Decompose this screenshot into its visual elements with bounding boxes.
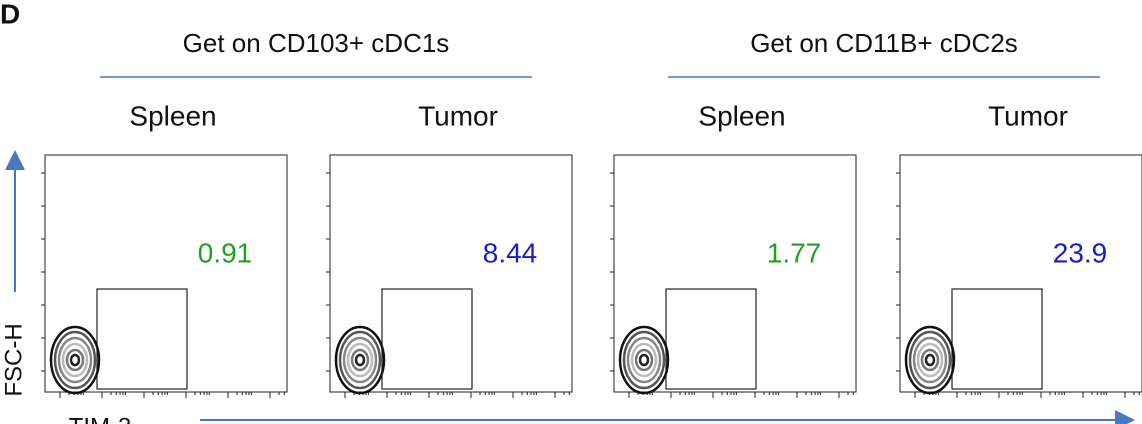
contour xyxy=(334,325,386,395)
tissue-label: Tumor xyxy=(418,100,498,131)
contour xyxy=(924,353,936,367)
contour xyxy=(338,330,382,390)
contour xyxy=(61,342,89,378)
contour xyxy=(69,353,81,367)
contour xyxy=(49,325,101,395)
contour xyxy=(626,336,662,384)
gate xyxy=(96,288,188,390)
contour xyxy=(342,336,378,384)
contour xyxy=(350,348,370,372)
plot-frame xyxy=(899,154,1142,393)
gate-percentage: 0.91 xyxy=(198,237,253,268)
y-axis-label: FSC-H xyxy=(0,323,27,396)
gate xyxy=(381,288,473,390)
tissue-label: Spleen xyxy=(698,100,785,131)
gate-percentage: 8.44 xyxy=(483,237,538,268)
plot-frame xyxy=(613,154,857,393)
contour xyxy=(622,330,666,390)
contour xyxy=(57,336,93,384)
contour xyxy=(920,348,940,372)
plot-frame xyxy=(44,154,288,393)
contour xyxy=(912,336,948,384)
contour xyxy=(638,353,650,367)
panel-label: D xyxy=(0,0,20,29)
contour xyxy=(618,325,670,395)
gate-percentage: 1.77 xyxy=(767,237,822,268)
group-title: Get on CD11B+ cDC2s xyxy=(750,28,1018,58)
gate xyxy=(665,288,757,390)
gate-percentage: 23.9 xyxy=(1053,237,1108,268)
contour xyxy=(634,348,654,372)
contour xyxy=(354,353,366,367)
contour xyxy=(904,325,956,395)
x-axis-label: TIM-3 xyxy=(69,413,132,424)
contour xyxy=(53,330,97,390)
contour xyxy=(630,342,658,378)
group-title: Get on CD103+ cDC1s xyxy=(183,28,450,58)
gate xyxy=(951,288,1043,390)
contour xyxy=(346,342,374,378)
contour xyxy=(916,342,944,378)
tissue-label: Tumor xyxy=(988,100,1068,131)
tissue-label: Spleen xyxy=(129,100,216,131)
plot-frame xyxy=(329,154,573,393)
contour xyxy=(65,348,85,372)
contour xyxy=(908,330,952,390)
